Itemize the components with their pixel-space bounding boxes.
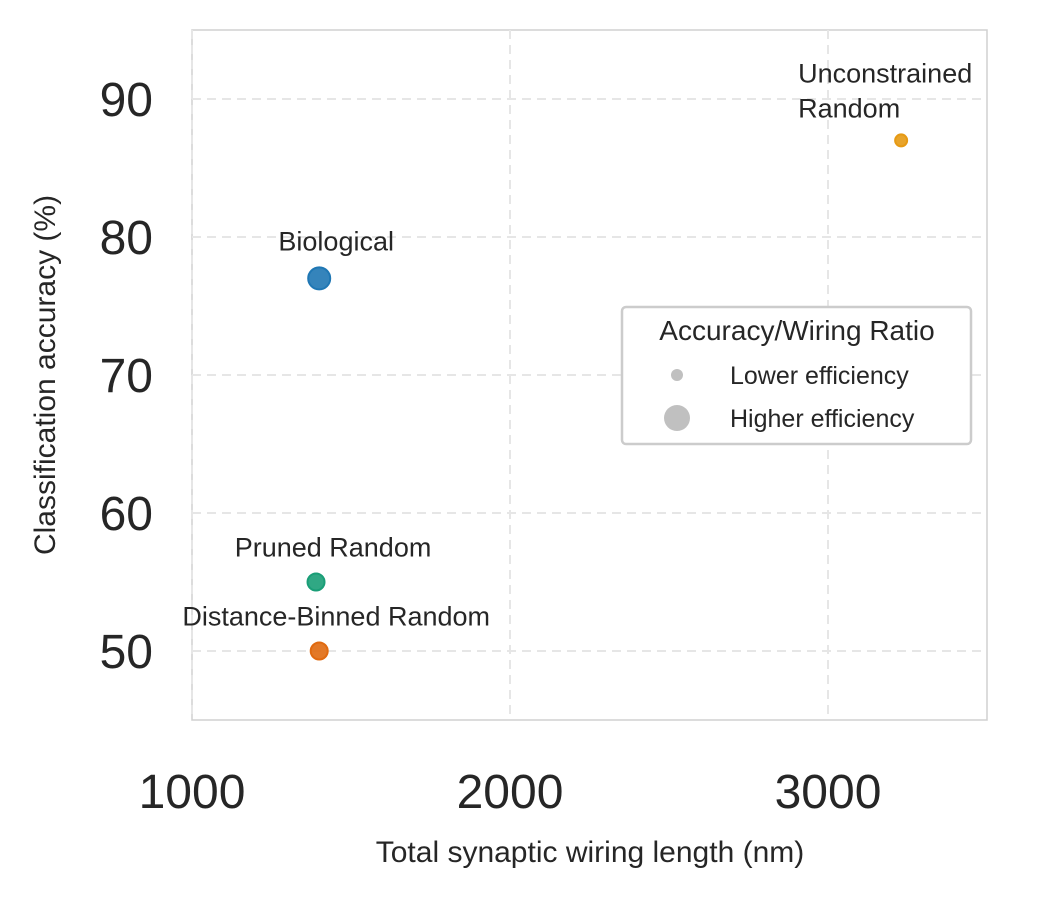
point-label: Biological: [278, 226, 394, 256]
scatter-point: [894, 133, 909, 148]
x-tick-label: 1000: [139, 766, 246, 819]
y-axis-label: Classification accuracy (%): [29, 195, 62, 555]
x-tick-label: 3000: [775, 766, 882, 819]
point-label: Unconstrained Random: [798, 58, 972, 123]
x-axis-label: Total synaptic wiring length (nm): [376, 836, 805, 869]
point-label: Distance-Binned Random: [182, 602, 490, 632]
y-tick-label: 60: [100, 488, 153, 541]
legend-entries: Lower efficiency Higher efficiency: [664, 362, 915, 433]
y-tick-label: 70: [100, 350, 153, 403]
legend-entry-label: Higher efficiency: [730, 405, 915, 433]
y-tick-label: 80: [100, 212, 153, 265]
legend-marker: [671, 369, 683, 381]
scatter-point: [309, 641, 329, 661]
scatter-point: [306, 572, 326, 592]
data-points: Biological Pruned Random Distance-Binned R…: [182, 58, 972, 661]
legend: Accuracy/Wiring Ratio Lower efficiency Hi…: [620, 305, 973, 446]
legend-entry-label: Lower efficiency: [730, 362, 909, 390]
x-tick-labels: 1000 2000 3000: [139, 766, 882, 819]
grid-lines: [191, 30, 987, 720]
legend-title: Accuracy/Wiring Ratio: [659, 315, 934, 346]
x-tick-label: 2000: [457, 766, 564, 819]
y-tick-label: 50: [100, 626, 153, 679]
y-tick-label: 90: [100, 74, 153, 127]
legend-marker: [664, 405, 690, 431]
point-label: Pruned Random: [235, 533, 432, 563]
scatter-point: [307, 266, 332, 291]
y-tick-labels: 50 60 70 80 90: [100, 74, 153, 679]
legend-box: [620, 305, 973, 446]
